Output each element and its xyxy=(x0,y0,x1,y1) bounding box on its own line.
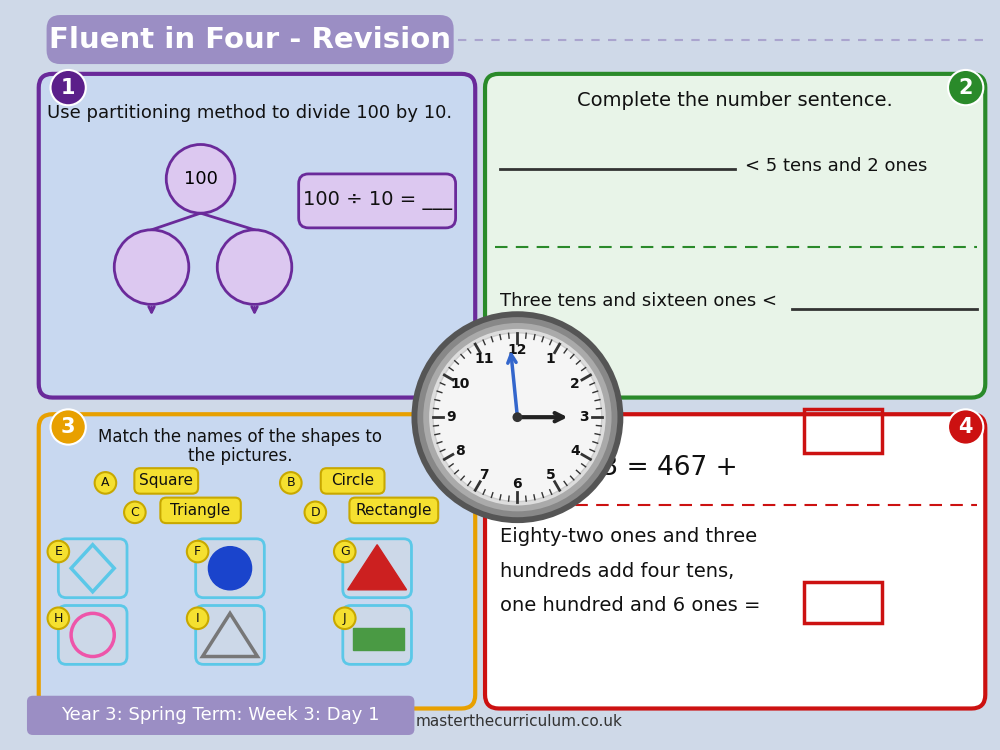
FancyBboxPatch shape xyxy=(196,605,264,664)
Text: 2: 2 xyxy=(570,376,580,391)
FancyBboxPatch shape xyxy=(321,468,384,494)
Circle shape xyxy=(433,333,602,502)
Text: hundreds add four tens,: hundreds add four tens, xyxy=(500,562,734,580)
Text: D: D xyxy=(311,506,320,519)
FancyBboxPatch shape xyxy=(343,538,411,598)
Circle shape xyxy=(51,410,86,445)
Text: C: C xyxy=(130,506,139,519)
Text: H: H xyxy=(54,612,63,625)
Text: Three tens and sixteen ones <: Three tens and sixteen ones < xyxy=(500,292,777,310)
Text: 5: 5 xyxy=(546,468,556,482)
Circle shape xyxy=(187,608,208,629)
Polygon shape xyxy=(348,544,407,590)
Circle shape xyxy=(51,70,86,105)
Circle shape xyxy=(423,323,612,512)
FancyBboxPatch shape xyxy=(39,74,475,398)
Circle shape xyxy=(305,502,326,523)
Text: 8: 8 xyxy=(455,443,465,458)
Text: Fluent in Four - Revision: Fluent in Four - Revision xyxy=(49,26,451,53)
Text: 11: 11 xyxy=(474,352,494,367)
FancyBboxPatch shape xyxy=(39,414,475,709)
Circle shape xyxy=(417,317,617,518)
Circle shape xyxy=(512,413,522,422)
Circle shape xyxy=(48,608,69,629)
Text: < 5 tens and 2 ones: < 5 tens and 2 ones xyxy=(745,157,927,175)
Text: Triangle: Triangle xyxy=(170,503,231,518)
Circle shape xyxy=(411,311,623,523)
Text: the pictures.: the pictures. xyxy=(188,448,292,466)
Text: 9: 9 xyxy=(446,410,456,424)
Text: Square: Square xyxy=(139,473,193,488)
FancyBboxPatch shape xyxy=(19,8,1000,742)
FancyBboxPatch shape xyxy=(299,174,456,228)
Text: Complete the number sentence.: Complete the number sentence. xyxy=(577,91,893,110)
Text: 903 = 467 +: 903 = 467 + xyxy=(568,455,738,482)
Text: 12: 12 xyxy=(508,344,527,358)
Circle shape xyxy=(95,472,116,494)
Text: 10: 10 xyxy=(450,376,469,391)
FancyBboxPatch shape xyxy=(134,468,198,494)
Circle shape xyxy=(948,410,983,445)
Text: G: G xyxy=(340,545,350,558)
FancyBboxPatch shape xyxy=(353,628,404,650)
Circle shape xyxy=(334,608,356,629)
FancyBboxPatch shape xyxy=(47,15,454,64)
Text: E: E xyxy=(54,545,62,558)
Circle shape xyxy=(280,472,302,494)
FancyBboxPatch shape xyxy=(27,696,414,735)
Text: 6: 6 xyxy=(513,477,522,491)
Text: 100 ÷ 10 = ___: 100 ÷ 10 = ___ xyxy=(303,191,452,210)
Text: 2: 2 xyxy=(958,77,973,98)
FancyBboxPatch shape xyxy=(349,497,438,523)
Circle shape xyxy=(208,547,252,590)
Text: Eighty-two ones and three: Eighty-two ones and three xyxy=(500,527,757,546)
Text: A: A xyxy=(101,476,110,490)
Text: B: B xyxy=(287,476,295,490)
Text: J: J xyxy=(343,612,347,625)
Circle shape xyxy=(114,230,189,304)
FancyBboxPatch shape xyxy=(160,497,241,523)
Text: 100: 100 xyxy=(184,170,218,188)
Circle shape xyxy=(124,502,146,523)
Circle shape xyxy=(187,541,208,562)
Text: 1: 1 xyxy=(546,352,556,367)
Text: Match the names of the shapes to: Match the names of the shapes to xyxy=(98,427,382,445)
Text: Year 3: Spring Term: Week 3: Day 1: Year 3: Spring Term: Week 3: Day 1 xyxy=(61,706,379,724)
Text: 3: 3 xyxy=(61,417,75,437)
FancyBboxPatch shape xyxy=(58,538,127,598)
Circle shape xyxy=(48,541,69,562)
Circle shape xyxy=(334,541,356,562)
FancyBboxPatch shape xyxy=(196,538,264,598)
FancyBboxPatch shape xyxy=(343,605,411,664)
Text: Circle: Circle xyxy=(331,473,374,488)
Circle shape xyxy=(217,230,292,304)
Text: I: I xyxy=(196,612,199,625)
Text: Rectangle: Rectangle xyxy=(356,503,432,518)
FancyBboxPatch shape xyxy=(485,74,985,398)
Circle shape xyxy=(429,329,606,506)
Text: 3: 3 xyxy=(579,410,589,424)
Text: 1: 1 xyxy=(61,77,75,98)
Text: one hundred and 6 ones =: one hundred and 6 ones = xyxy=(500,596,760,615)
Text: F: F xyxy=(194,545,201,558)
Circle shape xyxy=(166,145,235,213)
FancyBboxPatch shape xyxy=(485,414,985,709)
Text: 4: 4 xyxy=(958,417,973,437)
FancyBboxPatch shape xyxy=(58,605,127,664)
Text: 4: 4 xyxy=(570,443,580,458)
Text: masterthecurriculum.co.uk: masterthecurriculum.co.uk xyxy=(416,714,623,729)
Circle shape xyxy=(948,70,983,105)
Text: Use partitioning method to divide 100 by 10.: Use partitioning method to divide 100 by… xyxy=(47,104,452,122)
Text: 7: 7 xyxy=(479,468,489,482)
